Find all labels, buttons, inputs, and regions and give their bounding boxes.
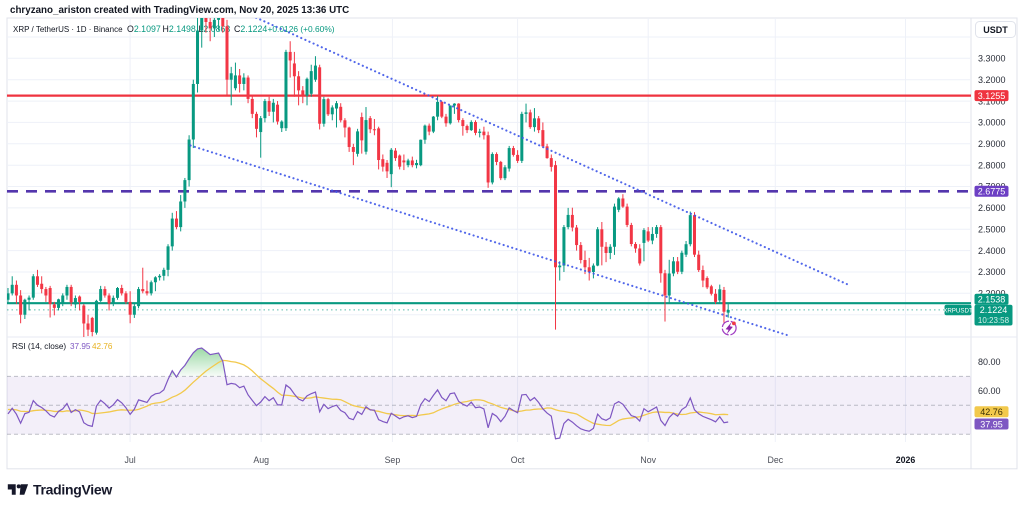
svg-text:chryzano_ariston created with: chryzano_ariston created with TradingVie… bbox=[10, 5, 349, 16]
svg-text:Sep: Sep bbox=[385, 455, 401, 465]
svg-text:3.1255: 3.1255 bbox=[978, 91, 1006, 101]
svg-text:2.8000: 2.8000 bbox=[978, 160, 1006, 170]
svg-text:USDT: USDT bbox=[983, 25, 1008, 35]
svg-text:Oct: Oct bbox=[511, 455, 525, 465]
svg-text:TradingView: TradingView bbox=[33, 481, 112, 497]
svg-text:3.0000: 3.0000 bbox=[978, 118, 1006, 128]
svg-text:2.1538: 2.1538 bbox=[978, 295, 1006, 305]
svg-text:2.1224: 2.1224 bbox=[980, 305, 1008, 315]
svg-text:Nov: Nov bbox=[640, 455, 656, 465]
svg-text:2.4000: 2.4000 bbox=[978, 246, 1006, 256]
svg-text:XRP / TetherUS · 1D · Binance: XRP / TetherUS · 1D · Binance bbox=[13, 25, 123, 34]
svg-text:37.95: 37.95 bbox=[980, 419, 1003, 429]
svg-text:2026: 2026 bbox=[896, 455, 916, 465]
svg-text:2.6000: 2.6000 bbox=[978, 203, 1006, 213]
svg-text:XRPUSDT: XRPUSDT bbox=[943, 308, 973, 315]
svg-text:2.3000: 2.3000 bbox=[978, 267, 1006, 277]
svg-text:2.9000: 2.9000 bbox=[978, 139, 1006, 149]
svg-text:Jul: Jul bbox=[124, 455, 135, 465]
svg-text:42.76: 42.76 bbox=[980, 407, 1003, 417]
svg-text:60.00: 60.00 bbox=[978, 386, 1001, 396]
svg-text:2.6775: 2.6775 bbox=[978, 187, 1006, 197]
svg-text:Aug: Aug bbox=[253, 455, 269, 465]
svg-text:3.1000: 3.1000 bbox=[978, 96, 1006, 106]
svg-text:2.5000: 2.5000 bbox=[978, 224, 1006, 234]
svg-text:Dec: Dec bbox=[767, 455, 783, 465]
svg-text:2.2000: 2.2000 bbox=[978, 289, 1006, 299]
svg-text:80.00: 80.00 bbox=[978, 357, 1001, 367]
svg-text:3.3000: 3.3000 bbox=[978, 54, 1006, 64]
svg-text:3.2000: 3.2000 bbox=[978, 75, 1006, 85]
svg-text:10:23:58: 10:23:58 bbox=[978, 316, 1010, 325]
